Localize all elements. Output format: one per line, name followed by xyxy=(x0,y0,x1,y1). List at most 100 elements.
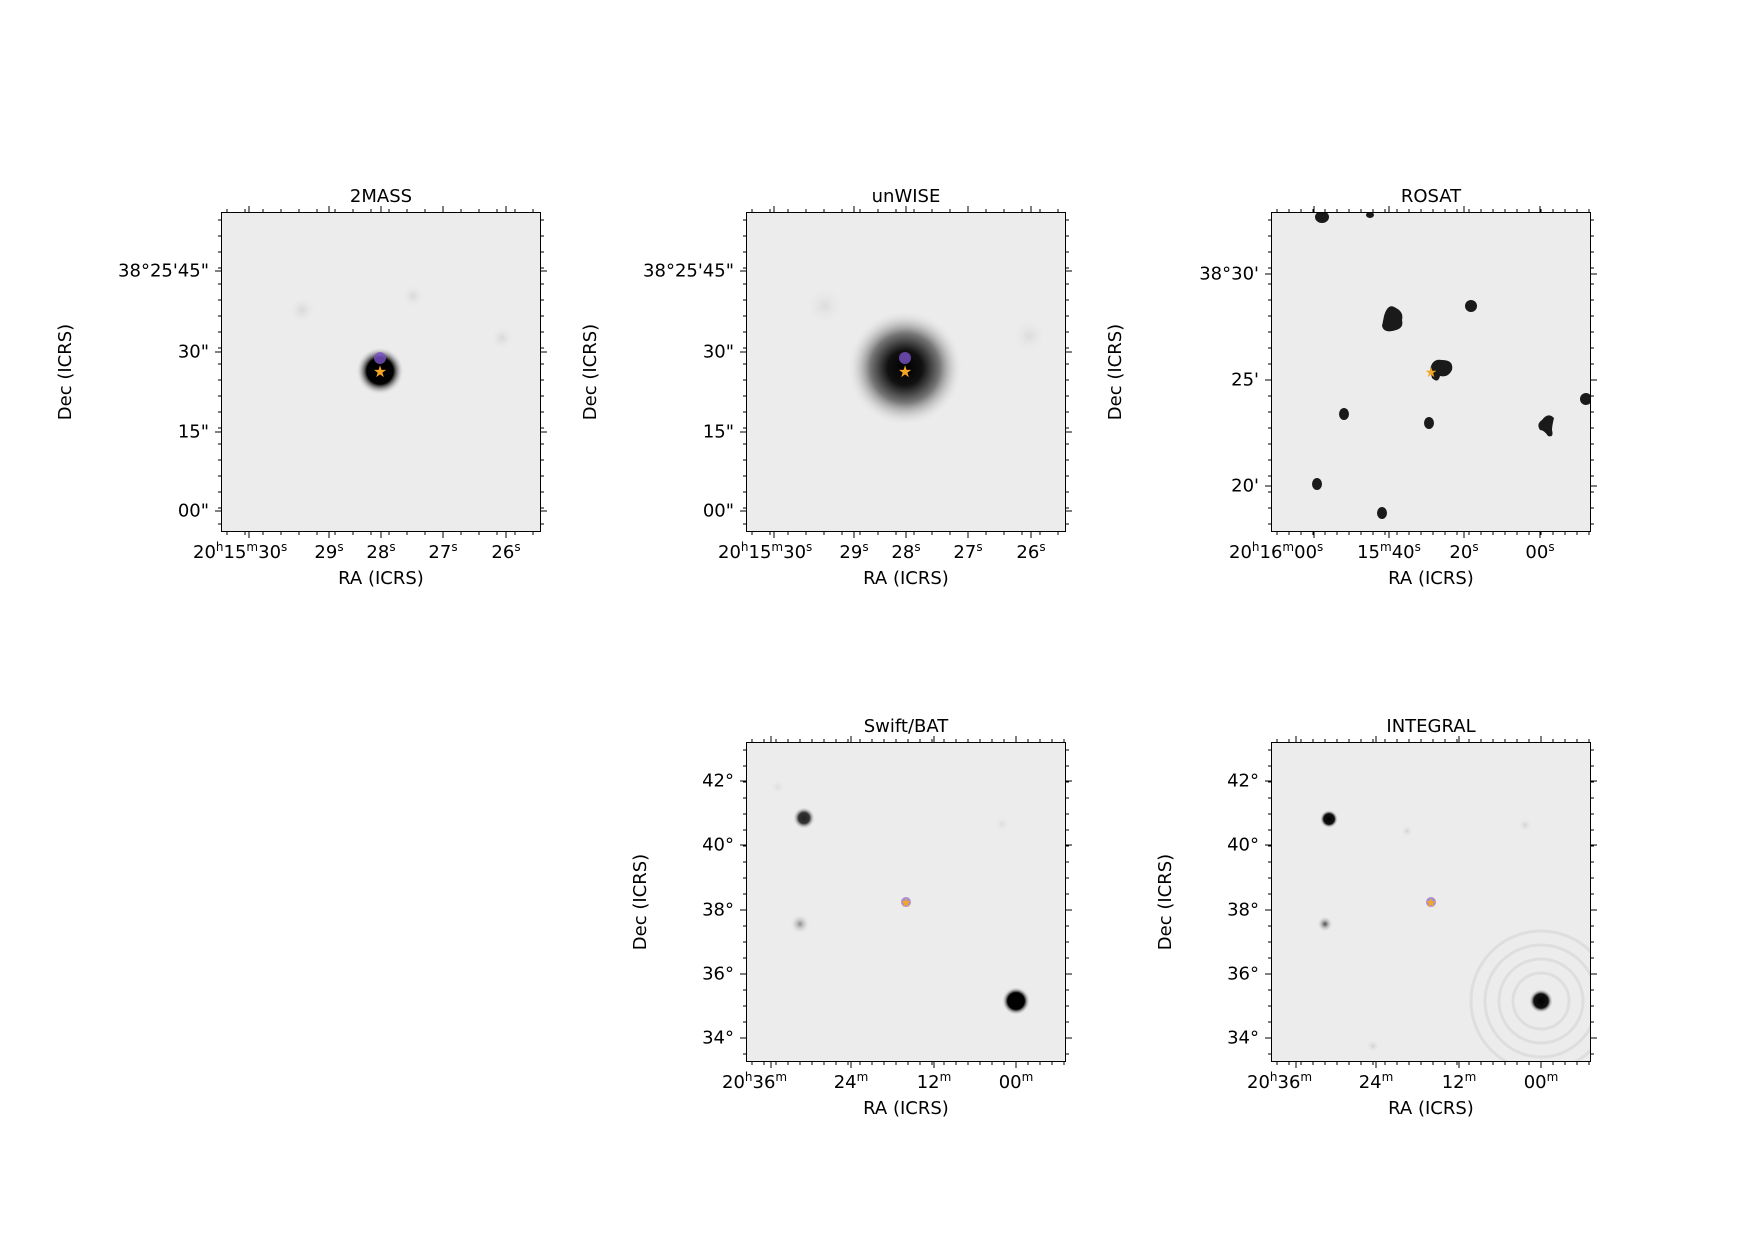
sky-image: ★ xyxy=(1317,810,1590,1061)
target-marker-icon: ★ xyxy=(898,362,912,381)
y-tick-label: 38°25'45" xyxy=(118,260,209,282)
panel-title: unWISE xyxy=(871,186,941,207)
y-tick-label: 36° xyxy=(1227,963,1259,985)
target-marker-icon: ★ xyxy=(1425,896,1437,911)
x-tick-label: 12m xyxy=(916,1070,952,1093)
x-axis-label: RA (ICRS) xyxy=(1388,568,1474,589)
y-tick-label: 00" xyxy=(177,500,209,522)
faint-source xyxy=(401,284,425,308)
x-axis-label: RA (ICRS) xyxy=(863,568,949,589)
panel-rosat: ROSAT ★ Dec (ICRS) 38°30' 25' 20' 20h16m00… xyxy=(1105,186,1597,589)
y-tick-label: 30" xyxy=(177,341,209,363)
y-tick-label: 34° xyxy=(702,1027,734,1049)
x-axis-label: RA (ICRS) xyxy=(863,1098,949,1119)
y-tick-label: 00" xyxy=(702,500,734,522)
faint-source xyxy=(994,816,1010,832)
sky-image: ★ xyxy=(1312,213,1590,519)
x-tick-label: 26s xyxy=(491,540,521,563)
faint-source xyxy=(1401,825,1413,837)
x-tick-label: 15m40s xyxy=(1357,540,1421,563)
y-axis-label: Dec (ICRS) xyxy=(580,323,601,421)
y-tick-label: 42° xyxy=(1227,770,1259,792)
x-tick-label: 24m xyxy=(833,1070,869,1093)
faint-source xyxy=(805,286,845,326)
x-tick-label: 20h15m30s xyxy=(718,540,813,563)
x-tick-label: 20h16m00s xyxy=(1229,540,1324,563)
x-tick-label: 20h36m xyxy=(1247,1070,1313,1093)
secondary-marker xyxy=(374,352,386,364)
faint-source xyxy=(1518,818,1532,832)
y-tick-label: 25' xyxy=(1231,369,1259,391)
target-marker-icon: ★ xyxy=(1425,365,1438,381)
source xyxy=(790,914,810,934)
panel-integral: INTEGRAL ★ Dec (ICRS) 42° 40° 38° xyxy=(1155,716,1597,1119)
image-frame: ★ xyxy=(1271,212,1591,532)
faint-source xyxy=(770,779,786,795)
target-marker-icon: ★ xyxy=(373,362,387,381)
sky-image: ★ xyxy=(770,779,1030,1015)
x-tick-label: 24m xyxy=(1358,1070,1394,1093)
faint-source xyxy=(490,326,514,350)
x-tick-label: 29s xyxy=(314,540,344,563)
panel-title: INTEGRAL xyxy=(1386,716,1476,737)
x-tick-label: 27s xyxy=(428,540,458,563)
faint-source xyxy=(288,296,316,324)
secondary-marker xyxy=(899,352,911,364)
image-frame: ★ xyxy=(1271,742,1591,1062)
y-axis-label: Dec (ICRS) xyxy=(1105,323,1126,421)
panel-title: ROSAT xyxy=(1400,186,1462,207)
bright-source xyxy=(1002,987,1030,1015)
x-tick-label: 26s xyxy=(1016,540,1046,563)
source xyxy=(1317,916,1333,932)
panel-swift-bat: Swift/BAT ★ Dec (ICRS) 42° 40° 38° 36° 34° 2… xyxy=(630,716,1072,1119)
y-tick-label: 20' xyxy=(1231,475,1259,497)
x-tick-label: 00m xyxy=(1523,1070,1559,1093)
secondary-marker xyxy=(901,897,911,907)
source-blobs xyxy=(1312,213,1590,519)
panel-title: 2MASS xyxy=(349,186,413,207)
y-tick-label: 15" xyxy=(702,421,734,443)
y-tick-label: 40° xyxy=(702,834,734,856)
y-tick-label: 38°30' xyxy=(1199,263,1259,285)
bright-source xyxy=(847,310,963,426)
target-marker-icon: ★ xyxy=(900,896,912,911)
panel-title: Swift/BAT xyxy=(863,716,949,737)
y-axis-label: Dec (ICRS) xyxy=(1155,853,1176,951)
y-tick-label: 42° xyxy=(702,770,734,792)
y-axis-label: Dec (ICRS) xyxy=(630,853,651,951)
y-tick-label: 38°25'45" xyxy=(643,260,734,282)
y-tick-label: 34° xyxy=(1227,1027,1259,1049)
panel-unwise: unWISE ★ Dec (ICRS) 38°25'45" 30" 15" 00" 2… xyxy=(580,186,1072,589)
x-tick-label: 28s xyxy=(891,540,921,563)
bright-source xyxy=(356,347,404,395)
ring-artifacts xyxy=(1469,929,1590,1061)
y-tick-label: 36° xyxy=(702,963,734,985)
sky-image: ★ xyxy=(805,286,1047,426)
x-tick-label: 28s xyxy=(366,540,396,563)
panel-2mass: 2MASS ★ Dec (ICRS) 38°25'45" 30" 15" 00" 20… xyxy=(55,186,547,589)
x-axis-label: RA (ICRS) xyxy=(1388,1098,1474,1119)
x-tick-label: 29s xyxy=(839,540,869,563)
y-tick-label: 40° xyxy=(1227,834,1259,856)
y-tick-label: 30" xyxy=(702,341,734,363)
image-frame: ★ xyxy=(221,212,541,532)
y-tick-label: 15" xyxy=(177,421,209,443)
y-tick-label: 38° xyxy=(702,899,734,921)
x-tick-label: 00s xyxy=(1525,540,1555,563)
x-tick-label: 20s xyxy=(1449,540,1479,563)
x-tick-label: 00m xyxy=(998,1070,1034,1093)
x-tick-label: 27s xyxy=(953,540,983,563)
image-frame: ★ xyxy=(746,212,1066,532)
source xyxy=(1320,810,1338,828)
x-tick-label: 20h15m30s xyxy=(193,540,288,563)
faint-source xyxy=(1011,318,1047,354)
y-tick-label: 38° xyxy=(1227,899,1259,921)
x-tick-label: 12m xyxy=(1441,1070,1477,1093)
y-axis-label: Dec (ICRS) xyxy=(55,323,76,421)
x-axis-label: RA (ICRS) xyxy=(338,568,424,589)
x-tick-label: 20h36m xyxy=(722,1070,788,1093)
sky-image: ★ xyxy=(288,284,514,395)
faint-source xyxy=(1366,1039,1380,1053)
source xyxy=(793,807,815,829)
image-frame: ★ xyxy=(746,742,1066,1062)
